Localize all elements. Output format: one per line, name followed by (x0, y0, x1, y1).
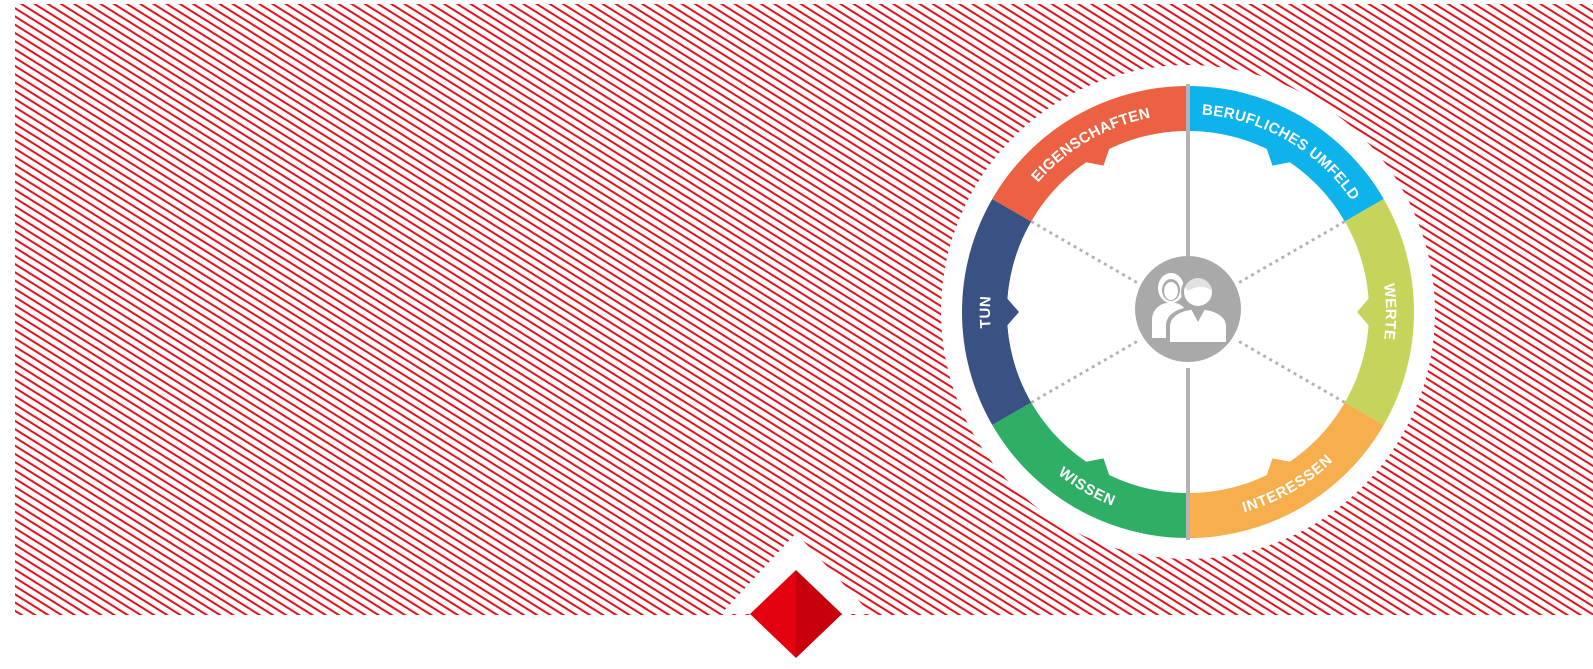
segment-notch-5 (1006, 297, 1019, 327)
segment-label-werte: WERTE (1381, 283, 1400, 342)
segment-notch-2 (1357, 297, 1370, 327)
segment-1 (1188, 86, 1384, 222)
segment-label-text: TUN (976, 295, 993, 329)
segment-notch-3 (1266, 458, 1292, 477)
segment-2 (1344, 199, 1414, 425)
segment-4 (992, 402, 1188, 538)
wheel-segments (961, 85, 1414, 538)
segment-6 (992, 85, 1188, 222)
people-icon (1152, 273, 1230, 342)
wheel-spokes (1030, 84, 1346, 540)
diamond-logo-icon (721, 533, 871, 658)
diamond-logo-left-half (750, 570, 796, 658)
segment-label-tun: TUN (976, 295, 994, 329)
segment-notch-6 (1084, 147, 1110, 166)
segment-3 (1188, 402, 1384, 538)
segment-notch-1 (1266, 147, 1292, 166)
profile-wheel: BERUFLICHES UMFELDWERTEINTERESSENWISSENT… (941, 65, 1435, 559)
wheel-hub (1135, 256, 1241, 362)
diamond-logo-right-half (796, 570, 842, 658)
segment-notches (1006, 147, 1370, 477)
segment-label-text: WERTE (1381, 283, 1399, 342)
segment-5 (961, 199, 1032, 425)
segment-notch-4 (1084, 458, 1110, 477)
